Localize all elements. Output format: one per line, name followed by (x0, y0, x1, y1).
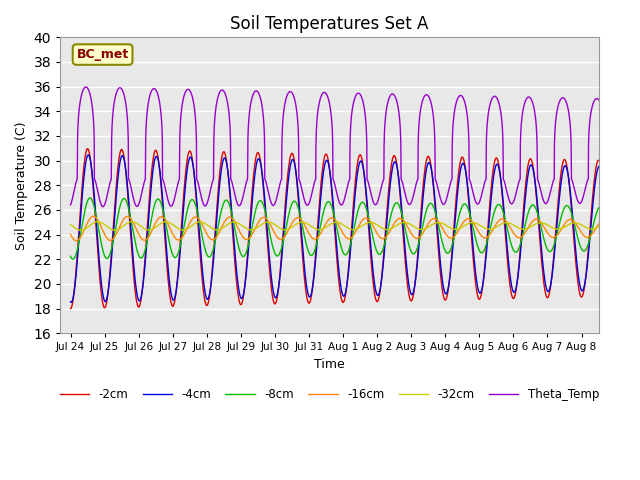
Theta_Temp (447, 178, 455, 183)
-8cm (447, 246, 455, 252)
-32cm (516, 226, 524, 232)
-2cm (447, 260, 455, 265)
-8cm (476, 249, 484, 255)
-32cm (240, 224, 248, 230)
-32cm (67, 222, 74, 228)
Line: -32cm: -32cm (70, 222, 616, 230)
-4cm (412, 271, 420, 277)
-16cm (612, 230, 620, 236)
-4cm (612, 287, 620, 292)
Theta_Temp (516, 135, 524, 141)
Theta_Temp (67, 202, 74, 208)
-4cm (447, 262, 455, 268)
Legend: -2cm, -4cm, -8cm, -16cm, -32cm, Theta_Temp: -2cm, -4cm, -8cm, -16cm, -32cm, Theta_Te… (55, 384, 604, 406)
-8cm (86, 195, 93, 201)
Theta_Temp (476, 197, 484, 203)
Theta_Temp (240, 191, 248, 196)
-2cm (476, 296, 484, 301)
-32cm (447, 226, 455, 231)
Theta_Temp (447, 178, 455, 184)
-32cm (476, 223, 484, 228)
-4cm (240, 290, 248, 296)
Line: Theta_Temp: Theta_Temp (70, 87, 616, 206)
-32cm (77, 228, 84, 233)
-32cm (447, 226, 455, 231)
-4cm (84, 152, 92, 158)
Text: BC_met: BC_met (76, 48, 129, 61)
-32cm (612, 222, 620, 228)
-16cm (90, 214, 97, 219)
-2cm (67, 306, 74, 312)
-4cm (67, 299, 74, 305)
-2cm (447, 262, 454, 268)
-8cm (69, 256, 77, 262)
-8cm (67, 253, 74, 259)
Title: Soil Temperatures Set A: Soil Temperatures Set A (230, 15, 429, 33)
-2cm (412, 271, 420, 276)
-8cm (447, 245, 455, 251)
-16cm (447, 235, 455, 241)
-4cm (476, 290, 484, 296)
-4cm (516, 249, 524, 255)
Line: -16cm: -16cm (70, 216, 616, 240)
Theta_Temp (82, 84, 90, 90)
-32cm (94, 219, 102, 225)
-4cm (67, 300, 75, 305)
Theta_Temp (612, 199, 620, 204)
-16cm (412, 235, 420, 241)
X-axis label: Time: Time (314, 358, 345, 371)
-8cm (240, 253, 248, 259)
Theta_Temp (99, 204, 107, 209)
-16cm (476, 231, 484, 237)
-2cm (516, 245, 524, 251)
-16cm (447, 235, 455, 241)
-2cm (612, 293, 620, 299)
-16cm (516, 235, 524, 240)
Y-axis label: Soil Temperature (C): Soil Temperature (C) (15, 121, 28, 250)
-32cm (412, 225, 420, 231)
-16cm (72, 238, 80, 243)
Line: -2cm: -2cm (70, 149, 616, 309)
-4cm (447, 264, 455, 270)
Line: -4cm: -4cm (70, 155, 616, 302)
Line: -8cm: -8cm (70, 198, 616, 259)
-8cm (612, 246, 620, 252)
-8cm (516, 240, 524, 246)
-8cm (412, 248, 420, 253)
Theta_Temp (412, 181, 420, 187)
-16cm (240, 235, 248, 241)
-2cm (84, 146, 92, 152)
-16cm (67, 231, 74, 237)
-2cm (240, 292, 248, 298)
